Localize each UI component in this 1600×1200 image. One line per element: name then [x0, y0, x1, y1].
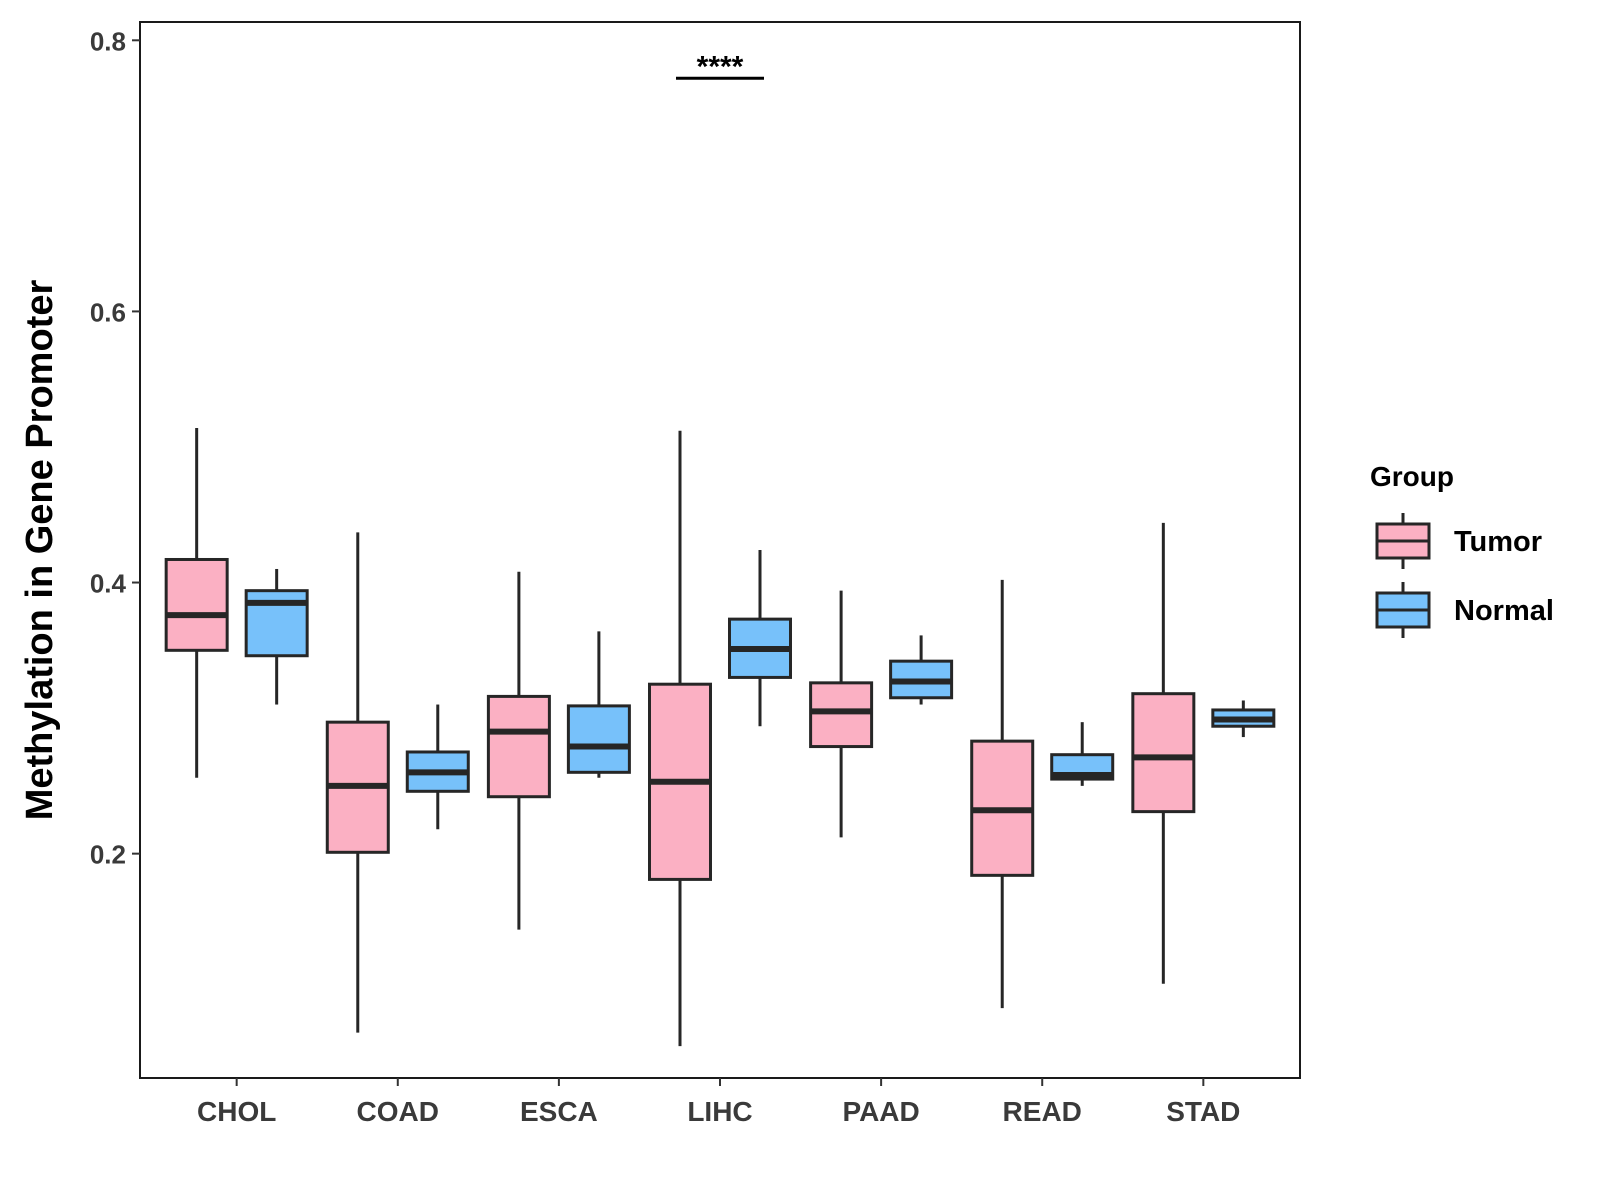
box-normal-esca: [566, 631, 631, 778]
x-tick-label: PAAD: [842, 1096, 919, 1127]
legend-label: Tumor: [1454, 526, 1542, 558]
box-iqr: [809, 681, 874, 749]
box-normal-read: [1050, 722, 1115, 786]
y-tick-label: 0.2: [90, 840, 126, 870]
box-tumor-lihc: [648, 430, 712, 1047]
legend: Group Tumor Normal: [1370, 461, 1554, 638]
y-tick-label: 0.6: [90, 297, 126, 327]
significance-label: ****: [697, 50, 744, 83]
x-tick-label: STAD: [1166, 1096, 1240, 1127]
box-iqr: [1131, 692, 1196, 814]
box-layer: [164, 427, 1276, 1047]
box-iqr: [486, 694, 551, 799]
legend-title: Group: [1370, 461, 1454, 492]
x-tick-label: ESCA: [520, 1096, 598, 1127]
legend-label: Normal: [1454, 595, 1554, 627]
y-axis-title: Methylation in Gene Promoter: [19, 280, 61, 821]
y-tick-label: 0.4: [90, 569, 127, 599]
box-iqr: [164, 557, 229, 652]
box-normal-paad: [889, 635, 954, 705]
box-normal-coad: [405, 704, 470, 830]
x-tick-label: COAD: [357, 1096, 439, 1127]
plot-panel: [139, 21, 1301, 1079]
box-tumor-coad: [325, 532, 390, 1033]
x-tick-label: READ: [1003, 1096, 1082, 1127]
box-tumor-stad: [1131, 522, 1196, 984]
box-normal-chol: [244, 568, 309, 705]
box-iqr: [566, 704, 631, 774]
box-tumor-read: [970, 579, 1035, 1009]
box-normal-lihc: [728, 550, 792, 727]
axis-layer: 0.2 0.4 0.6 0.8 CHOL COAD ESCA LIHC PAAD READ STAD: [90, 26, 1241, 1127]
annotation-layer: ****: [676, 50, 764, 83]
legend-item-normal: Normal: [1375, 582, 1554, 638]
plot-border: [139, 21, 1301, 1079]
box-normal-stad: [1211, 700, 1276, 738]
box-tumor-chol: [164, 427, 229, 778]
legend-item-tumor: Tumor: [1375, 513, 1542, 569]
x-tick-label: CHOL: [197, 1096, 276, 1127]
box-tumor-paad: [809, 590, 874, 838]
y-tick-label: 0.8: [90, 26, 126, 56]
box-tumor-esca: [486, 571, 551, 930]
x-tick-label: LIHC: [687, 1096, 752, 1127]
